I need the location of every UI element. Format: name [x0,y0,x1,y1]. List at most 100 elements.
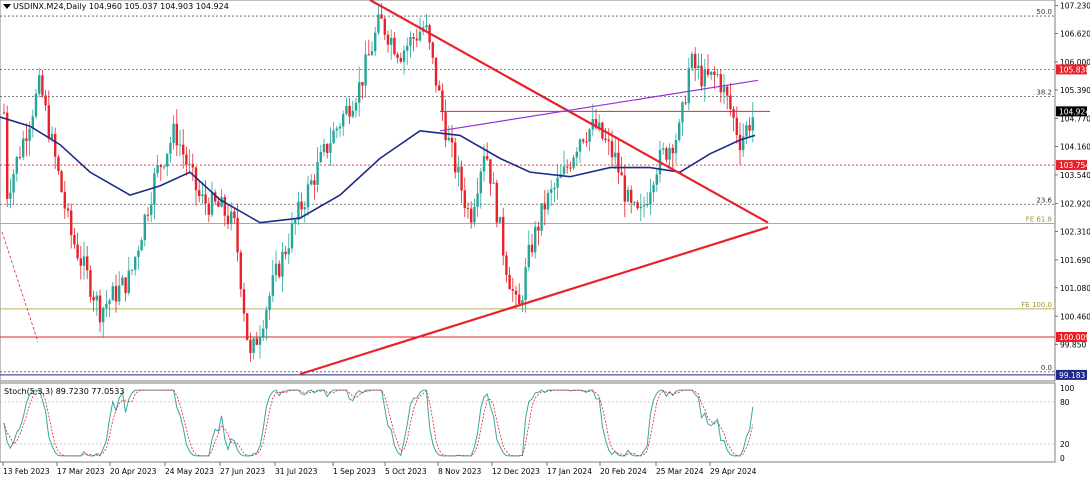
candle-body-163 [524,267,527,301]
price-tick-label-4: 104.770 [1060,114,1090,123]
candle-body-200 [642,205,646,207]
time-label-3: 24 May 2023 [165,467,214,476]
candle-body-232 [745,125,748,137]
candle-body-72 [233,211,236,219]
candle-body-28 [92,296,95,301]
time-label-13: 29 Apr 2024 [710,467,757,476]
candle-body-13 [44,95,47,106]
candle-body-128 [412,36,415,39]
candle-body-3 [12,173,15,193]
trendline-rising [299,226,769,376]
candle-body-10 [34,93,38,117]
stoch-tick-3: 0 [1060,454,1065,463]
candle-body-86 [278,263,281,277]
candle-body-31 [102,307,105,323]
candle-body-80 [258,336,262,345]
candle-body-137 [441,90,444,113]
candle-body-138 [444,112,447,141]
candle-body-66 [214,192,217,202]
candle-body-145 [466,207,470,209]
candle-body-8 [28,128,31,141]
candle-body-77 [249,339,252,353]
time-label-4: 27 Jun 2023 [220,467,265,476]
candle-body-218 [700,65,703,87]
candle-body-220 [706,69,710,75]
candle-body-158 [508,274,511,290]
trendlines[interactable] [1,0,769,376]
fib-label-2: 23.6 [1036,196,1052,204]
time-label-5: 31 Jul 2023 [275,467,318,476]
candle-body-176 [566,166,569,168]
candle-body-90 [290,223,294,249]
trendline-falling [369,0,769,224]
candle-body-2 [9,192,12,199]
candle-body-16 [54,133,57,157]
candle-body-42 [137,250,140,258]
candle-body-215 [690,53,694,69]
candle-body-180 [578,139,582,152]
time-label-6: 1 Sep 2023 [333,467,376,476]
candle-body-112 [361,82,364,86]
candle-body-75 [242,289,246,314]
candle-body-212 [681,102,684,123]
dropdown-triangle-icon[interactable] [3,4,11,9]
candle-body-194 [623,175,626,202]
candle-body-47 [153,173,156,205]
candle-body-135 [434,57,438,86]
price-tag-1: 104.924 [1059,107,1090,116]
candle-body-140 [450,137,454,143]
candle-body-25 [82,256,86,266]
candle-body-153 [492,182,495,184]
candle-body-65 [210,192,214,215]
candle-body-33 [108,300,111,305]
candle-body-97 [313,180,316,185]
candle-body-223 [716,74,719,76]
candle-body-169 [543,203,546,210]
time-label-1: 17 Mar 2023 [57,467,105,476]
candle-body-126 [406,45,409,51]
candle-body-94 [303,207,306,210]
candle-body-132 [425,25,428,28]
candle-body-37 [121,277,124,286]
candle-body-105 [338,126,342,129]
candle-body-43 [140,240,143,251]
trendline-channel [439,79,759,132]
candle-body-119 [383,18,386,35]
stoch-tick-1: 80 [1060,398,1070,407]
candle-body-167 [537,226,540,231]
candle-body-88 [284,251,287,255]
candle-body-24 [79,258,82,266]
candle-body-134 [431,42,434,58]
candle-body-136 [438,85,441,91]
candle-body-0 [2,112,6,114]
candle-body-52 [169,142,172,154]
main-plot-frame [0,0,1056,382]
candle-body-63 [204,194,207,204]
candle-body-201 [646,204,649,206]
price-axis: 107.230 106.620 106.000 105.390 104.770 104.1… [1055,2,1090,380]
candle-body-50 [162,166,166,168]
candle-body-188 [604,138,607,140]
candle-body-40 [130,269,134,271]
candle-body-30 [98,295,102,323]
candle-body-172 [553,187,556,190]
time-label-12: 25 Mar 2024 [656,467,704,476]
candle-body-233 [748,125,751,131]
candle-body-87 [281,251,284,277]
candle-body-124 [399,57,402,62]
candle-body-147 [473,206,476,223]
candle-body-60 [194,167,198,191]
candle-body-142 [457,166,460,173]
candle-body-82 [265,310,268,329]
candle-body-39 [127,270,130,293]
fe-label-1: FE 100.0 [1021,301,1052,309]
candle-body-58 [188,163,191,165]
price-tick-label-12: 99.850 [1060,340,1086,349]
candle-body-206 [662,148,665,150]
candle-body-26 [86,256,89,271]
candle-body-46 [150,204,153,215]
candle-body-110 [354,102,358,111]
time-label-9: 12 Dec 2023 [492,467,540,476]
